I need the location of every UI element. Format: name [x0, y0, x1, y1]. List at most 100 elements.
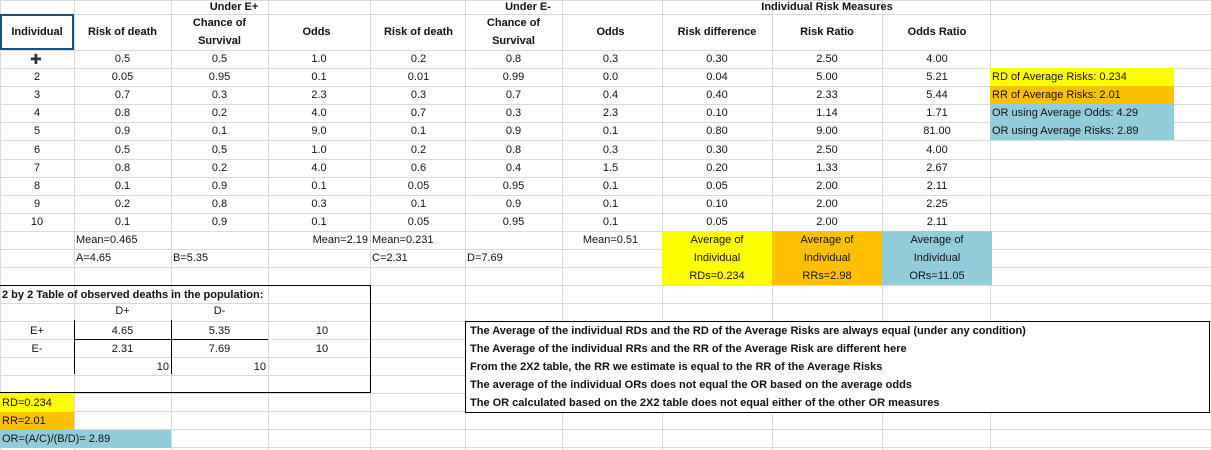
cell-row7-id[interactable]: 7: [33, 161, 41, 174]
cell-row8-o1[interactable]: 0.1: [311, 179, 327, 192]
cell-row8-s2[interactable]: 0.95: [502, 179, 525, 192]
cell-row3-s1[interactable]: 0.3: [211, 89, 228, 102]
cell-row2-or[interactable]: 5.21: [926, 71, 948, 84]
cell-row7-o1[interactable]: 4.0: [311, 161, 327, 174]
cell-row3-r1[interactable]: 0.7: [114, 89, 131, 102]
cell-row6-or[interactable]: 4.00: [926, 143, 948, 156]
cell-row8-or[interactable]: 2.11: [926, 179, 948, 192]
cell-row10-s2[interactable]: 0.95: [502, 215, 525, 228]
cell-row1-or[interactable]: 4.00: [926, 53, 948, 65]
cell-row2-r1[interactable]: 0.05: [111, 71, 134, 84]
cell-row2-o1[interactable]: 0.1: [311, 71, 327, 84]
cell-row2-rd[interactable]: 0.04: [706, 71, 728, 84]
cell-row10-rr[interactable]: 2.00: [816, 215, 838, 228]
cell-row8-r1[interactable]: 0.1: [114, 179, 131, 192]
cell-row2-s2[interactable]: 0.99: [502, 71, 525, 84]
cell-row1-o1[interactable]: 1.0: [311, 53, 327, 65]
cell-row6-o2[interactable]: 0.3: [602, 143, 619, 156]
cell-row4-rd[interactable]: 0.10: [706, 107, 728, 120]
cell-row7-rr[interactable]: 1.33: [816, 161, 838, 174]
cell-row1-s2[interactable]: 0.8: [505, 53, 522, 65]
cell-row9-id[interactable]: 9: [33, 197, 41, 210]
cell-row8-id[interactable]: 8: [33, 179, 41, 192]
cell-row6-rd[interactable]: 0.30: [706, 143, 728, 156]
cell-row10-r2[interactable]: 0.05: [407, 215, 430, 228]
cell-row8-rr[interactable]: 2.00: [816, 179, 838, 192]
cell-row7-or[interactable]: 2.67: [926, 161, 948, 174]
cell-row6-rr[interactable]: 2.50: [816, 143, 838, 156]
cell-row4-s2[interactable]: 0.3: [505, 107, 522, 120]
cell-row5-o1[interactable]: 9.0: [311, 125, 327, 138]
cell-row1-rr[interactable]: 2.50: [816, 53, 838, 65]
cell-row4-rr[interactable]: 1.14: [816, 107, 838, 120]
cell-row3-o2[interactable]: 0.4: [602, 89, 619, 102]
cell-row5-o2[interactable]: 0.1: [602, 125, 619, 138]
cell-row2-o2[interactable]: 0.0: [602, 71, 619, 84]
cell-row4-o2[interactable]: 2.3: [602, 107, 619, 120]
cell-row10-rd[interactable]: 0.05: [706, 215, 728, 228]
cell-row6-r2[interactable]: 0.2: [410, 143, 427, 156]
cell-row2-r2[interactable]: 0.01: [407, 71, 430, 84]
cell-row4-o1[interactable]: 4.0: [311, 107, 327, 120]
cell-row4-or[interactable]: 1.71: [926, 107, 948, 120]
cell-row1-r2[interactable]: 0.2: [410, 53, 427, 65]
cell-row10-id[interactable]: 10: [30, 215, 44, 228]
cell-row10-or[interactable]: 2.11: [926, 215, 948, 228]
cell-row7-r1[interactable]: 0.8: [114, 161, 131, 174]
cell-row7-o2[interactable]: 1.5: [602, 161, 619, 174]
cell-row9-o1[interactable]: 0.3: [311, 197, 327, 210]
cell-row3-rd[interactable]: 0.40: [706, 89, 728, 102]
cell-row3-or[interactable]: 5.44: [926, 89, 948, 102]
cell-row6-s1[interactable]: 0.5: [211, 143, 228, 156]
cell-row3-id[interactable]: 3: [33, 89, 41, 102]
cell-row10-o1[interactable]: 0.1: [311, 215, 327, 228]
cell-row5-r2[interactable]: 0.1: [410, 125, 427, 138]
cell-row1-o2[interactable]: 0.3: [602, 53, 619, 65]
cell-row3-s2[interactable]: 0.7: [505, 89, 522, 102]
cell-row9-s1[interactable]: 0.8: [211, 197, 228, 210]
cell-row7-s1[interactable]: 0.2: [211, 161, 228, 174]
cell-row10-o2[interactable]: 0.1: [602, 215, 619, 228]
cell-row8-o2[interactable]: 0.1: [602, 179, 619, 192]
cell-row6-r1[interactable]: 0.5: [114, 143, 131, 156]
cell-row5-rd[interactable]: 0.80: [706, 125, 728, 138]
cell-row5-s2[interactable]: 0.9: [505, 125, 522, 138]
selected-cell-individual[interactable]: [0, 14, 74, 50]
cell-row9-or[interactable]: 2.25: [926, 197, 948, 210]
cell-row4-r2[interactable]: 0.7: [410, 107, 427, 120]
cell-row9-s2[interactable]: 0.9: [505, 197, 522, 210]
cell-row4-id[interactable]: 4: [33, 107, 41, 120]
cell-row3-o1[interactable]: 2.3: [311, 89, 327, 102]
cell-row6-o1[interactable]: 1.0: [311, 143, 327, 156]
cell-row2-rr[interactable]: 5.00: [816, 71, 838, 84]
cell-row7-rd[interactable]: 0.20: [706, 161, 728, 174]
cell-row9-r2[interactable]: 0.1: [410, 197, 427, 210]
cell-row3-rr[interactable]: 2.33: [816, 89, 838, 102]
cell-row1-r1[interactable]: 0.5: [114, 53, 131, 65]
cell-row6-id[interactable]: 6: [33, 143, 41, 156]
cell-row4-s1[interactable]: 0.2: [211, 107, 228, 120]
cell-row5-id[interactable]: 5: [33, 125, 41, 138]
cell-row8-rd[interactable]: 0.05: [706, 179, 728, 192]
cell-row8-s1[interactable]: 0.9: [211, 179, 228, 192]
cell-row9-rd[interactable]: 0.10: [706, 197, 728, 210]
cell-row5-or[interactable]: 81.00: [923, 125, 951, 138]
cell-row10-r1[interactable]: 0.1: [114, 215, 131, 228]
cell-row2-s1[interactable]: 0.95: [208, 71, 231, 84]
cell-row2-id[interactable]: 2: [33, 71, 41, 84]
cell-row9-o2[interactable]: 0.1: [602, 197, 619, 210]
cell-row5-rr[interactable]: 9.00: [816, 125, 838, 138]
cell-row4-r1[interactable]: 0.8: [114, 107, 131, 120]
cell-row5-s1[interactable]: 0.1: [211, 125, 228, 138]
cell-row8-r2[interactable]: 0.05: [407, 179, 430, 192]
cell-row5-r1[interactable]: 0.9: [114, 125, 131, 138]
cell-row3-r2[interactable]: 0.3: [410, 89, 427, 102]
cell-row1-rd[interactable]: 0.30: [706, 53, 728, 65]
cell-row7-s2[interactable]: 0.4: [505, 161, 522, 174]
cell-row9-r1[interactable]: 0.2: [114, 197, 131, 210]
cell-row10-s1[interactable]: 0.9: [211, 215, 228, 228]
cell-row7-r2[interactable]: 0.6: [410, 161, 427, 174]
cell-row6-s2[interactable]: 0.8: [505, 143, 522, 156]
cell-row9-rr[interactable]: 2.00: [816, 197, 838, 210]
cell-row1-s1[interactable]: 0.5: [211, 53, 228, 65]
